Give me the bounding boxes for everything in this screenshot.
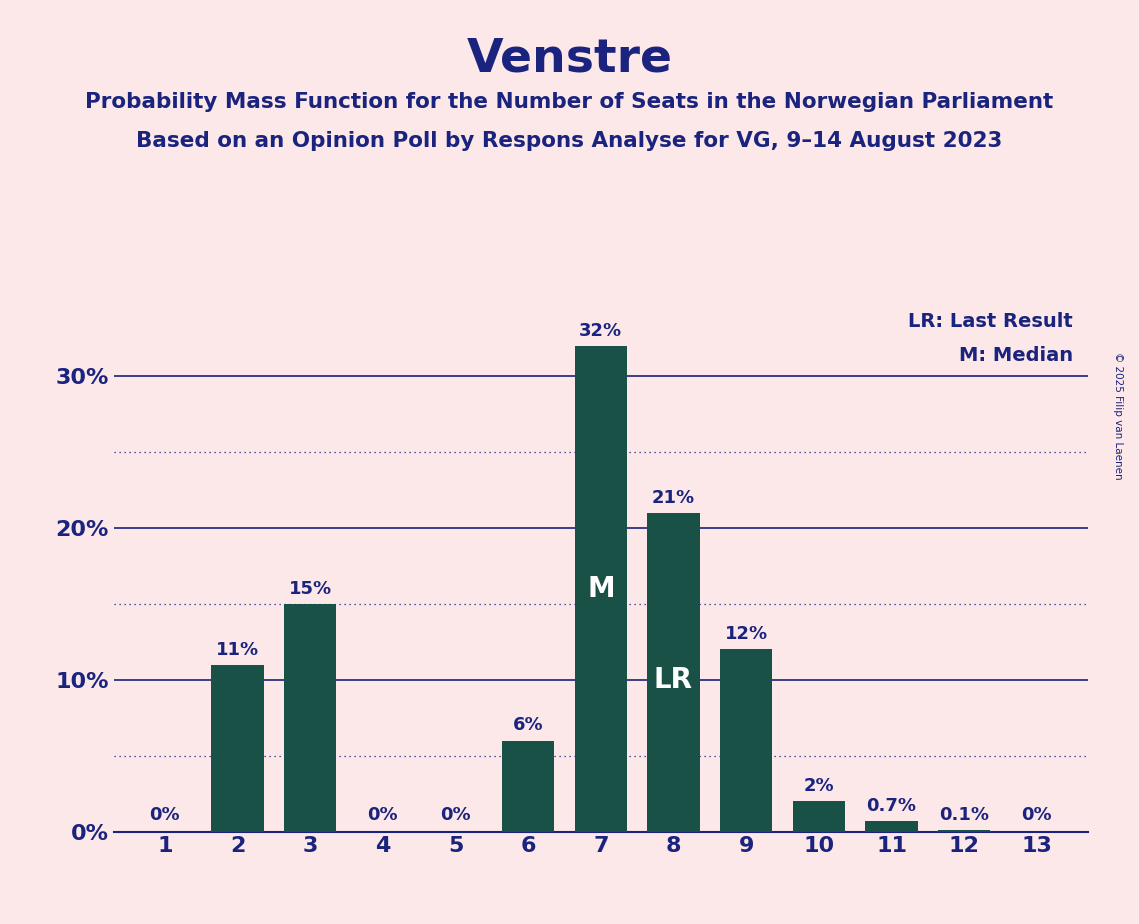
Text: Probability Mass Function for the Number of Seats in the Norwegian Parliament: Probability Mass Function for the Number… <box>85 92 1054 113</box>
Text: © 2025 Filip van Laenen: © 2025 Filip van Laenen <box>1114 352 1123 480</box>
Bar <box>939 830 991 832</box>
Text: LR: LR <box>654 666 693 694</box>
Text: LR: Last Result: LR: Last Result <box>909 312 1073 332</box>
Bar <box>575 346 626 832</box>
Text: 0.7%: 0.7% <box>867 796 917 815</box>
Bar <box>284 604 336 832</box>
Text: 0%: 0% <box>440 806 470 824</box>
Bar <box>212 664 263 832</box>
Bar <box>502 740 555 832</box>
Text: Venstre: Venstre <box>467 37 672 82</box>
Text: 6%: 6% <box>513 716 543 735</box>
Text: M: M <box>587 575 615 602</box>
Text: Based on an Opinion Poll by Respons Analyse for VG, 9–14 August 2023: Based on an Opinion Poll by Respons Anal… <box>137 131 1002 152</box>
Text: M: Median: M: Median <box>959 346 1073 365</box>
Text: 12%: 12% <box>724 626 768 643</box>
Text: 0%: 0% <box>1022 806 1052 824</box>
Text: 32%: 32% <box>580 322 622 340</box>
Bar <box>647 513 699 832</box>
Text: 0%: 0% <box>368 806 399 824</box>
Text: 0%: 0% <box>149 806 180 824</box>
Text: 11%: 11% <box>216 640 259 659</box>
Bar <box>866 821 918 832</box>
Text: 2%: 2% <box>803 777 834 796</box>
Bar <box>793 801 845 832</box>
Bar <box>720 650 772 832</box>
Text: 0.1%: 0.1% <box>940 806 989 824</box>
Text: 15%: 15% <box>288 580 331 598</box>
Text: 21%: 21% <box>652 489 695 506</box>
